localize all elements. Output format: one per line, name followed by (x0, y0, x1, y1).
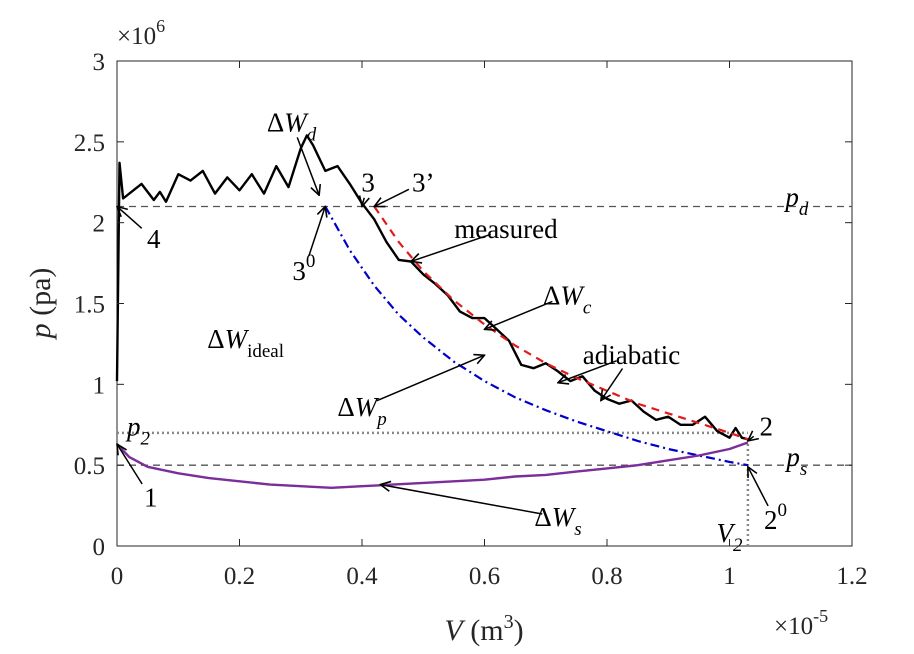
series-line-0 (115, 134, 749, 441)
annotation-pt1: 1 (144, 483, 158, 513)
x-tick-label: 0.6 (469, 563, 500, 590)
annotation-pd: pd (783, 182, 809, 220)
x-tick-label: 0.4 (346, 563, 378, 590)
annotation-ps: ps (784, 442, 807, 480)
y-tick-label: 0.5 (74, 453, 105, 480)
annotations: ΔWd 3 3’ pd 4 30 measured ΔWc adiabatic ΔWideal ΔW… (117, 107, 809, 556)
annotation-p2: p2 (125, 411, 151, 449)
annotation-pt4: 4 (147, 224, 161, 254)
series-layer (115, 134, 749, 489)
x-tick-label: 1.2 (836, 563, 867, 590)
annotation-pt20-arrow (748, 467, 769, 507)
annotation-measured: measured (454, 214, 558, 244)
annotation-dWp: ΔWp (337, 392, 386, 430)
x-tick-label: 1 (723, 563, 736, 590)
series-line-2 (324, 205, 749, 467)
y-axis-label: p (pa) (24, 268, 57, 341)
annotation-V2: V2 (717, 518, 744, 556)
annotation-pt4-arrow (117, 207, 143, 229)
annotation-pt2: 2 (760, 411, 774, 441)
x-axis-label: V (m3) (444, 611, 523, 647)
annotation-dWc-arrow (485, 300, 553, 329)
annotation-dWd-arrow (296, 137, 319, 195)
y-tick-label: 2 (93, 211, 106, 238)
axis-ticks: 0 0.2 0.4 0.6 0.8 1 1.2 0 0.5 1 1.5 2 2.5 3 (74, 49, 868, 590)
y-tick-label: 1 (93, 372, 106, 399)
y-tick-label: 0 (93, 534, 106, 561)
series-line-3 (116, 441, 749, 489)
annotation-dWp-arrow (376, 355, 485, 402)
plot-area (116, 60, 853, 547)
x-tick-label: 0.8 (591, 563, 622, 590)
y-tick-label: 1.5 (74, 292, 105, 319)
annotation-dWc: ΔWc (543, 280, 592, 318)
series-line-1 (373, 205, 749, 441)
annotation-pt3p-arrow (374, 188, 410, 206)
y-tick-label: 2.5 (74, 130, 105, 157)
x-axis-multiplier: ×10-5 (774, 606, 828, 640)
annotation-dWs: ΔWs (534, 502, 581, 540)
annotation-dWideal: ΔWideal (207, 324, 284, 362)
annotation-pt30: 30 (292, 251, 315, 286)
annotation-dWd: ΔWd (267, 107, 317, 145)
annotation-pt20: 20 (764, 500, 787, 535)
x-tick-label: 0 (111, 563, 124, 590)
annotation-pt3p: 3’ (412, 167, 435, 197)
y-tick-label: 3 (93, 49, 106, 76)
annotation-adiabatic: adiabatic (583, 340, 680, 370)
annotation-pt1-arrow (117, 444, 143, 485)
annotation-dWs-arrow (380, 485, 543, 515)
annotation-pt2-arrow (748, 436, 754, 441)
annotation-pt3: 3 (361, 167, 375, 197)
reference-lines (117, 205, 852, 546)
x-tick-label: 0.2 (224, 563, 255, 590)
y-axis-multiplier: ×106 (117, 16, 165, 50)
annotation-measured-arrow (411, 233, 492, 261)
annotation-pt3-arrow (362, 198, 364, 207)
annotation-adiabatic-arrow (601, 368, 624, 400)
annotation-adiabatic-arrow (558, 360, 617, 383)
annotation-pt30-arrow (308, 207, 325, 257)
